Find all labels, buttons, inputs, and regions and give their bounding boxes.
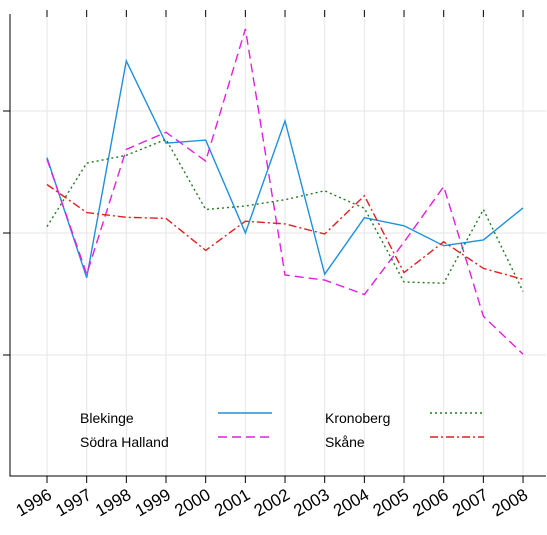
series-line-kronoberg [46, 138, 524, 292]
tick-marks [3, 10, 524, 483]
legend-label: Blekinge [80, 410, 134, 426]
legend-label: Södra Halland [80, 434, 169, 450]
plot-frame [9, 14, 546, 477]
series-lines [46, 28, 524, 355]
axis-frame [9, 14, 546, 477]
legend-label: Kronoberg [325, 410, 390, 426]
legend-label: Skåne [325, 434, 365, 450]
series-line-sk-ne [46, 183, 524, 280]
legend: Blekinge Södra Halland Kronoberg Skåne [80, 410, 484, 450]
series-line-blekinge [46, 58, 524, 278]
series-line-s-dra-halland [46, 28, 524, 355]
